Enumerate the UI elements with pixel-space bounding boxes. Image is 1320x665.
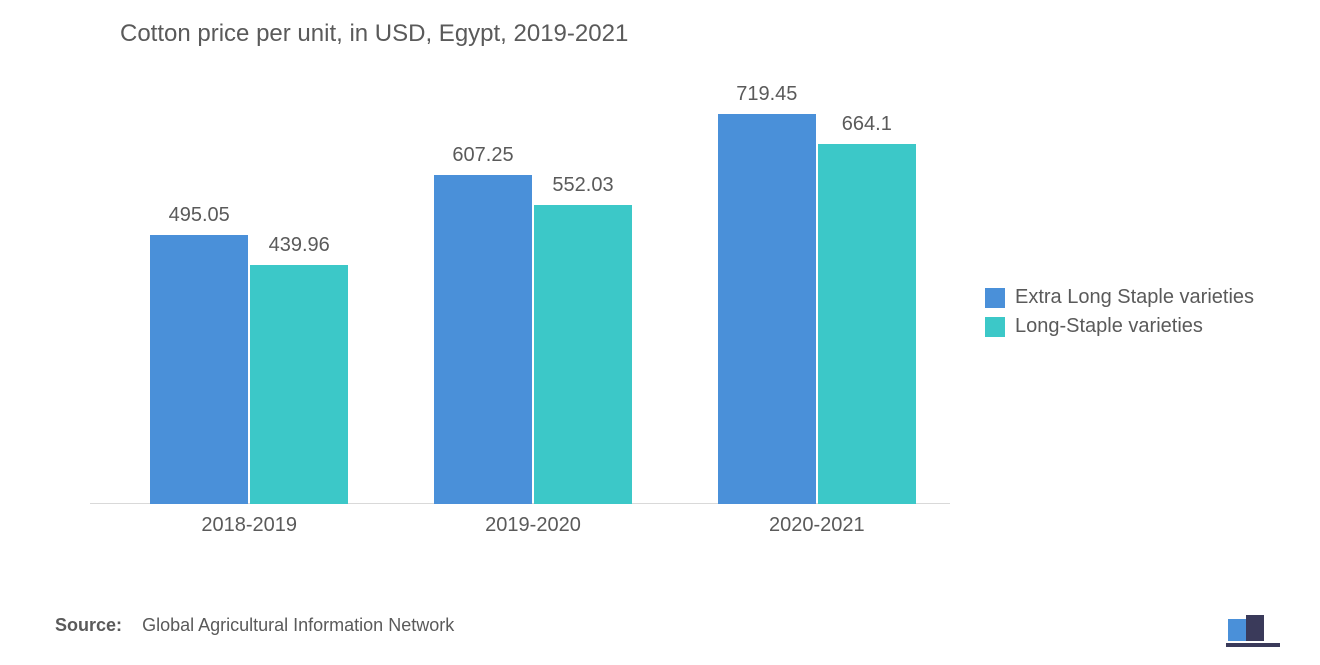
- source-line: Source: Global Agricultural Information …: [55, 615, 454, 636]
- chart-container: Cotton price per unit, in USD, Egypt, 20…: [0, 0, 1320, 665]
- bar-value-label: 607.25: [434, 144, 532, 175]
- bar: [818, 144, 916, 504]
- legend-swatch-icon: [985, 288, 1005, 308]
- legend-item: Extra Long Staple varieties: [985, 286, 1254, 309]
- legend-swatch-icon: [985, 317, 1005, 337]
- chart-title: Cotton price per unit, in USD, Egypt, 20…: [120, 20, 628, 48]
- category-label: 2020-2021: [769, 504, 865, 537]
- bar: [718, 114, 816, 504]
- bar: [250, 265, 348, 504]
- legend: Extra Long Staple varieties Long-Staple v…: [985, 280, 1254, 344]
- category-label: 2019-2020: [485, 504, 581, 537]
- bar-value-label: 495.05: [150, 204, 248, 235]
- source-label: Source:: [55, 615, 122, 635]
- logo-underline: [1226, 643, 1280, 647]
- bar-value-label: 719.45: [718, 83, 816, 114]
- bar-value-label: 552.03: [534, 174, 632, 205]
- bar: [150, 235, 248, 504]
- bar: [434, 175, 532, 504]
- bar-value-label: 664.1: [818, 113, 916, 144]
- legend-label: Extra Long Staple varieties: [1015, 286, 1254, 309]
- bar: [534, 205, 632, 504]
- legend-item: Long-Staple varieties: [985, 315, 1254, 338]
- logo-bar-2: [1246, 615, 1264, 641]
- logo-bar-1: [1228, 619, 1246, 641]
- bar-value-label: 439.96: [250, 234, 348, 265]
- plot-area: 495.05439.96 2018-2019 607.25552.03 2019-20…: [90, 70, 950, 540]
- category-label: 2018-2019: [201, 504, 297, 537]
- source-text: Global Agricultural Information Network: [142, 615, 454, 635]
- legend-label: Long-Staple varieties: [1015, 315, 1203, 338]
- brand-logo-icon: [1226, 615, 1280, 647]
